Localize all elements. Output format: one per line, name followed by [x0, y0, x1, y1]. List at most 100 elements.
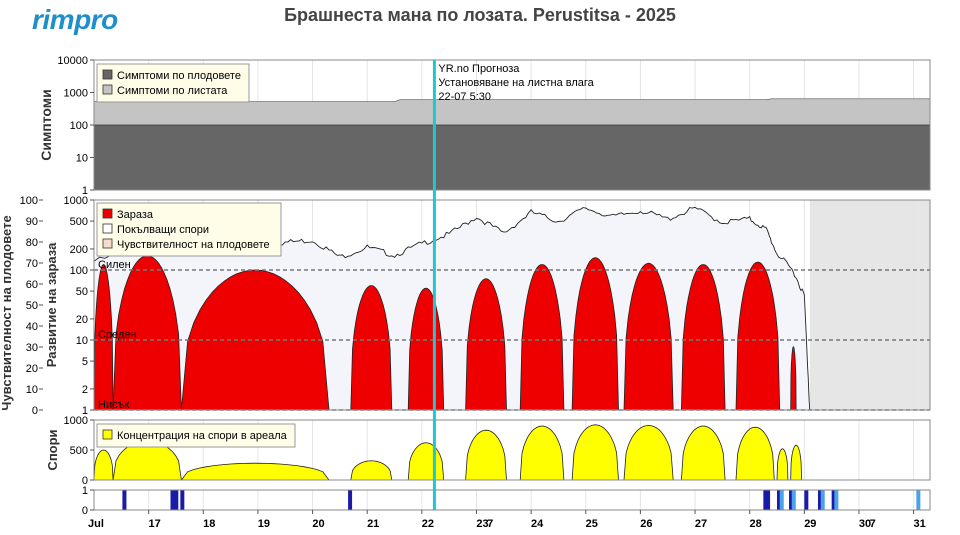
symptoms-legend-swatch: [102, 84, 113, 95]
infection-area-10: [735, 261, 781, 411]
sensitivity-tick-label: 0: [32, 405, 38, 417]
wetness-bar-0: [122, 490, 127, 510]
x-day-label: 27: [695, 518, 707, 530]
sensitivity-tick-label: 70: [26, 258, 38, 270]
x-day-label: 18: [203, 518, 215, 530]
symptoms-y-tick-label: 10: [76, 153, 88, 165]
wetness-bar-4: [348, 490, 353, 510]
sensitivity-tick-label: 90: [26, 216, 38, 228]
spores-area-8: [623, 424, 674, 481]
spores-y-tick-label: 500: [70, 445, 88, 457]
wetness-bar-3: [180, 490, 185, 510]
infection-y-tick-label: 500: [70, 216, 88, 228]
infection-legend-swatch: [102, 223, 113, 234]
wetness-y-tick-label: 1: [82, 485, 88, 497]
sensitivity-tick-label: 80: [26, 237, 38, 249]
symptoms-ylabel: Симптоми: [38, 89, 54, 161]
x-day-label: 28: [750, 518, 762, 530]
marker-text-line1: YR.no Прогноза: [438, 63, 520, 75]
infection-area-6: [519, 264, 565, 411]
symptoms-legend-label: Симптоми по листата: [117, 85, 228, 97]
spores-area-0: [93, 449, 114, 481]
x-day-label: 22: [422, 518, 434, 530]
symptoms-y-tick-label: 1000: [64, 88, 88, 100]
infection-legend-label: Зараза: [117, 209, 154, 221]
x-day-label: 31: [913, 518, 925, 530]
sensitivity-tick-label: 50: [26, 300, 38, 312]
x-day-label: 19: [258, 518, 270, 530]
wetness-bar-1: [170, 490, 175, 510]
spores-area-3: [350, 460, 393, 481]
infection-legend-label: Покълващи спори: [117, 224, 209, 236]
wetness-bar-10: [791, 490, 796, 510]
wetness-bar-9: [789, 490, 794, 510]
symptoms-legend-box: [96, 63, 250, 103]
spores-y-tick-label: 1000: [64, 415, 88, 427]
sensitivity-tick-label: 10: [26, 384, 38, 396]
x-day-label: 23: [476, 518, 488, 530]
symptoms-legend-swatch: [102, 69, 113, 80]
infection-y-tick-label: 1000: [64, 195, 88, 207]
wetness-bar-8: [779, 490, 784, 510]
spores-area-11: [776, 448, 789, 481]
infection-y-tick-label: 10: [76, 335, 88, 347]
spores-area-2: [180, 462, 330, 481]
spores-area-7: [571, 424, 619, 481]
x-day-label: 17: [149, 518, 161, 530]
wetness-bar-2: [174, 490, 179, 510]
rimpro-logo-text: rimpro: [32, 4, 118, 35]
sensitivity-tick-label: 100: [20, 195, 38, 207]
infection-y-tick-label: 2: [82, 384, 88, 396]
marker-text-line3: 22-07 5:30: [438, 91, 491, 103]
x-day-label: 25: [586, 518, 598, 530]
wetness-panel-bg: [94, 490, 930, 510]
wetness-bar-7: [777, 490, 782, 510]
spores-legend-label: Концентрация на спори в ареала: [117, 430, 288, 442]
x-day-label: 26: [640, 518, 652, 530]
spores-ylabel: Спори: [45, 429, 60, 470]
infection-panel-frame: [93, 199, 931, 411]
sensitivity-ylabel: Чувствителност на плодовете: [0, 215, 14, 410]
spores-legend-box: [96, 423, 296, 448]
wetness-bar-16: [916, 490, 921, 510]
wetness-bar-11: [804, 490, 809, 510]
infection-area-7: [571, 257, 619, 411]
infection-legend-swatch: [102, 208, 113, 219]
sensitivity-tick-label: 30: [26, 342, 38, 354]
infection-area-3: [350, 285, 393, 411]
infection-legend-label: Чувствителност на плодовете: [117, 239, 270, 251]
x-week-label: 7: [487, 518, 493, 530]
wetness-bar-15: [834, 490, 839, 510]
symptoms-y-tick-label: 10000: [57, 55, 88, 67]
x-day-label: 24: [531, 518, 544, 530]
spores-area-6: [519, 425, 565, 481]
symptoms-y-tick-label: 100: [70, 120, 88, 132]
level-label: Среден: [98, 329, 137, 341]
wetness-bar-14: [831, 490, 836, 510]
x-day-label: 30: [859, 518, 871, 530]
rimpro-logo: rimpro: [32, 4, 118, 36]
infection-y-tick-label: 5: [82, 356, 88, 368]
symptoms-legend-label: Симптоми по плодовете: [117, 70, 241, 82]
wetness-bar-5: [763, 490, 768, 510]
infection-legend-box: [96, 202, 282, 257]
infection-y-tick-label: 100: [70, 265, 88, 277]
infection-ylabel: Развитие на зараза: [44, 242, 59, 367]
x-day-label: 29: [804, 518, 816, 530]
wetness-y-tick-label: 0: [82, 505, 88, 517]
chart-title: Брашнеста мана по лозата. Perustitsa - 2…: [284, 5, 676, 25]
wetness-bar-6: [766, 490, 771, 510]
sensitivity-tick-label: 20: [26, 363, 38, 375]
infection-area-11: [790, 346, 797, 411]
marker-text-line2: Установяване на листна влага: [438, 77, 594, 89]
level-label: Нисък: [98, 399, 129, 411]
level-label: Силен: [98, 259, 131, 271]
infection-y-tick-label: 20: [76, 314, 88, 326]
infection-y-tick-label: 50: [76, 286, 88, 298]
symptoms-y-tick-label: 1: [82, 185, 88, 197]
spores-area-9: [681, 425, 726, 481]
sensitivity-tick-label: 40: [26, 321, 38, 333]
infection-area-8: [623, 262, 674, 411]
